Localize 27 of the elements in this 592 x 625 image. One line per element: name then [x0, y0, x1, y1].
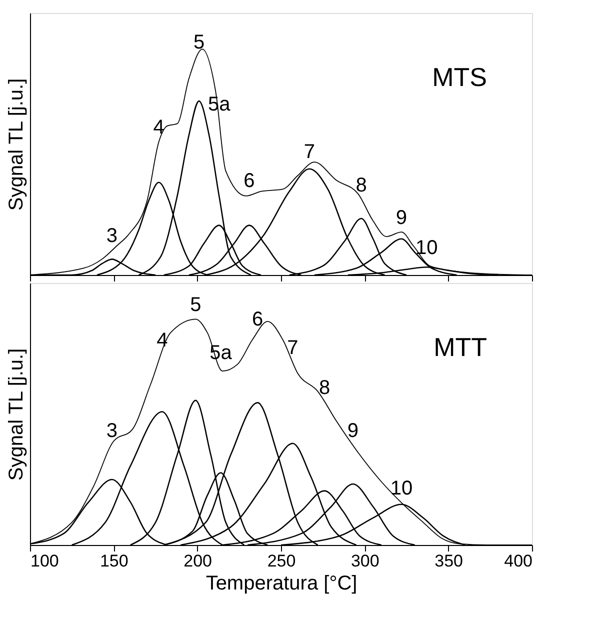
annotation: 9 — [396, 207, 408, 230]
annotation: 3 — [106, 225, 118, 248]
annotation: 10 — [415, 236, 438, 259]
annotation: 4 — [153, 116, 164, 139]
x-tick-label: 400 — [504, 552, 532, 570]
annotation: 8 — [356, 174, 367, 197]
x-tick-label: 350 — [434, 552, 464, 570]
annotation: MTS — [432, 62, 487, 92]
x-tick-label: 100 — [30, 552, 59, 570]
x-tick-label: 150 — [100, 552, 128, 570]
y-axis-title: Sygnal TL [j.u.] — [6, 78, 28, 211]
text: 5 — [190, 294, 202, 316]
annotation: 9 — [347, 420, 359, 442]
x-axis-title: Temperatura [°C] — [206, 572, 358, 594]
annotation: 7 — [287, 337, 298, 360]
y-axis-title: Sygnal TL [j.u.] — [6, 348, 28, 481]
annotation: 7 — [304, 141, 316, 164]
annotation: MTT — [434, 332, 488, 362]
annotation: 10 — [390, 478, 413, 500]
annotation: 8 — [318, 377, 330, 400]
x-tick-label: 250 — [267, 552, 296, 570]
annotation: 3 — [106, 420, 118, 442]
annotation: 5 — [193, 31, 205, 54]
x-tick-label: 300 — [350, 552, 380, 570]
x-tick-label: 200 — [184, 552, 212, 570]
annotation: 6 — [244, 170, 255, 192]
annotation: 6 — [252, 308, 264, 330]
